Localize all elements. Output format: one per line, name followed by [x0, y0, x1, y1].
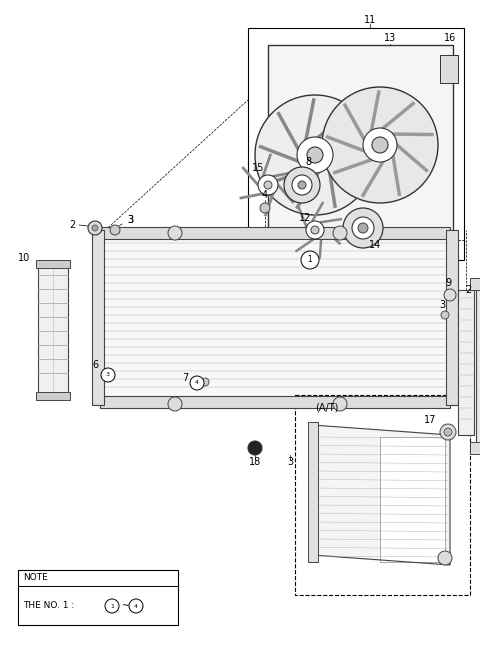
Text: THE NO. 1 :: THE NO. 1 :	[23, 602, 77, 611]
Polygon shape	[312, 425, 450, 565]
Circle shape	[322, 87, 438, 203]
Circle shape	[110, 225, 120, 235]
Bar	[180, 240, 360, 395]
Circle shape	[440, 424, 456, 440]
Text: 14: 14	[369, 240, 381, 250]
Bar	[180, 240, 360, 395]
Circle shape	[301, 251, 319, 269]
Text: 9: 9	[446, 278, 452, 288]
Bar	[36, 392, 70, 400]
Circle shape	[333, 226, 347, 240]
Text: 10: 10	[18, 253, 30, 263]
Text: 3: 3	[439, 300, 445, 310]
Bar	[100, 227, 450, 239]
Circle shape	[105, 599, 119, 613]
Text: 4: 4	[195, 380, 199, 386]
Bar	[360, 250, 410, 320]
Text: 11: 11	[364, 15, 376, 25]
Text: 3: 3	[127, 215, 133, 225]
Text: 3: 3	[127, 215, 133, 225]
Bar	[446, 230, 458, 405]
Circle shape	[363, 128, 397, 162]
Text: ~: ~	[121, 602, 129, 611]
Circle shape	[444, 428, 452, 436]
Bar	[36, 260, 70, 268]
Bar	[380, 437, 445, 562]
Bar	[295, 395, 470, 595]
Bar	[92, 230, 104, 405]
Text: 8: 8	[305, 157, 311, 167]
Circle shape	[358, 223, 368, 233]
Text: 2: 2	[465, 285, 471, 295]
Bar	[18, 570, 178, 625]
Circle shape	[298, 181, 306, 189]
Bar	[308, 422, 318, 562]
Circle shape	[190, 376, 204, 390]
Circle shape	[352, 217, 374, 239]
Bar	[380, 437, 445, 562]
Bar	[440, 55, 458, 83]
Text: 16: 16	[444, 33, 456, 43]
Text: 12: 12	[299, 213, 311, 223]
Bar	[248, 28, 464, 260]
Circle shape	[438, 551, 452, 565]
Text: 6: 6	[92, 360, 98, 370]
Circle shape	[92, 225, 98, 231]
Text: 7: 7	[182, 373, 188, 383]
Bar	[476, 285, 480, 445]
Text: 4: 4	[134, 604, 138, 609]
Circle shape	[284, 167, 320, 203]
Bar	[458, 290, 474, 435]
Bar	[470, 442, 480, 454]
Bar	[100, 235, 450, 400]
Circle shape	[248, 441, 262, 455]
Text: 3: 3	[287, 457, 293, 467]
Circle shape	[441, 311, 449, 319]
Circle shape	[307, 147, 323, 163]
Bar	[360, 250, 410, 320]
Circle shape	[292, 175, 312, 195]
Bar	[268, 45, 453, 245]
Circle shape	[258, 175, 278, 195]
Circle shape	[260, 203, 270, 213]
Text: 3: 3	[106, 373, 110, 377]
Circle shape	[129, 599, 143, 613]
Text: 13: 13	[384, 33, 396, 43]
Text: (A/T): (A/T)	[315, 403, 338, 413]
Bar	[100, 396, 450, 408]
Circle shape	[101, 368, 115, 382]
Text: 17: 17	[424, 415, 436, 425]
Text: 1: 1	[308, 255, 312, 264]
Circle shape	[168, 226, 182, 240]
Circle shape	[372, 137, 388, 153]
Circle shape	[311, 226, 319, 234]
Circle shape	[444, 289, 456, 301]
Bar	[38, 265, 68, 395]
Circle shape	[264, 181, 272, 189]
Text: 2: 2	[69, 220, 75, 230]
Text: 1: 1	[110, 604, 114, 609]
Circle shape	[306, 221, 324, 239]
Circle shape	[297, 137, 333, 173]
Text: 18: 18	[249, 457, 261, 467]
Text: 15: 15	[252, 163, 264, 173]
Circle shape	[201, 378, 209, 386]
Circle shape	[333, 397, 347, 411]
Circle shape	[255, 95, 375, 215]
Text: 4: 4	[262, 190, 268, 200]
Circle shape	[168, 397, 182, 411]
Circle shape	[343, 208, 383, 248]
Bar	[470, 278, 480, 290]
Circle shape	[88, 221, 102, 235]
Text: NOTE: NOTE	[23, 573, 48, 583]
